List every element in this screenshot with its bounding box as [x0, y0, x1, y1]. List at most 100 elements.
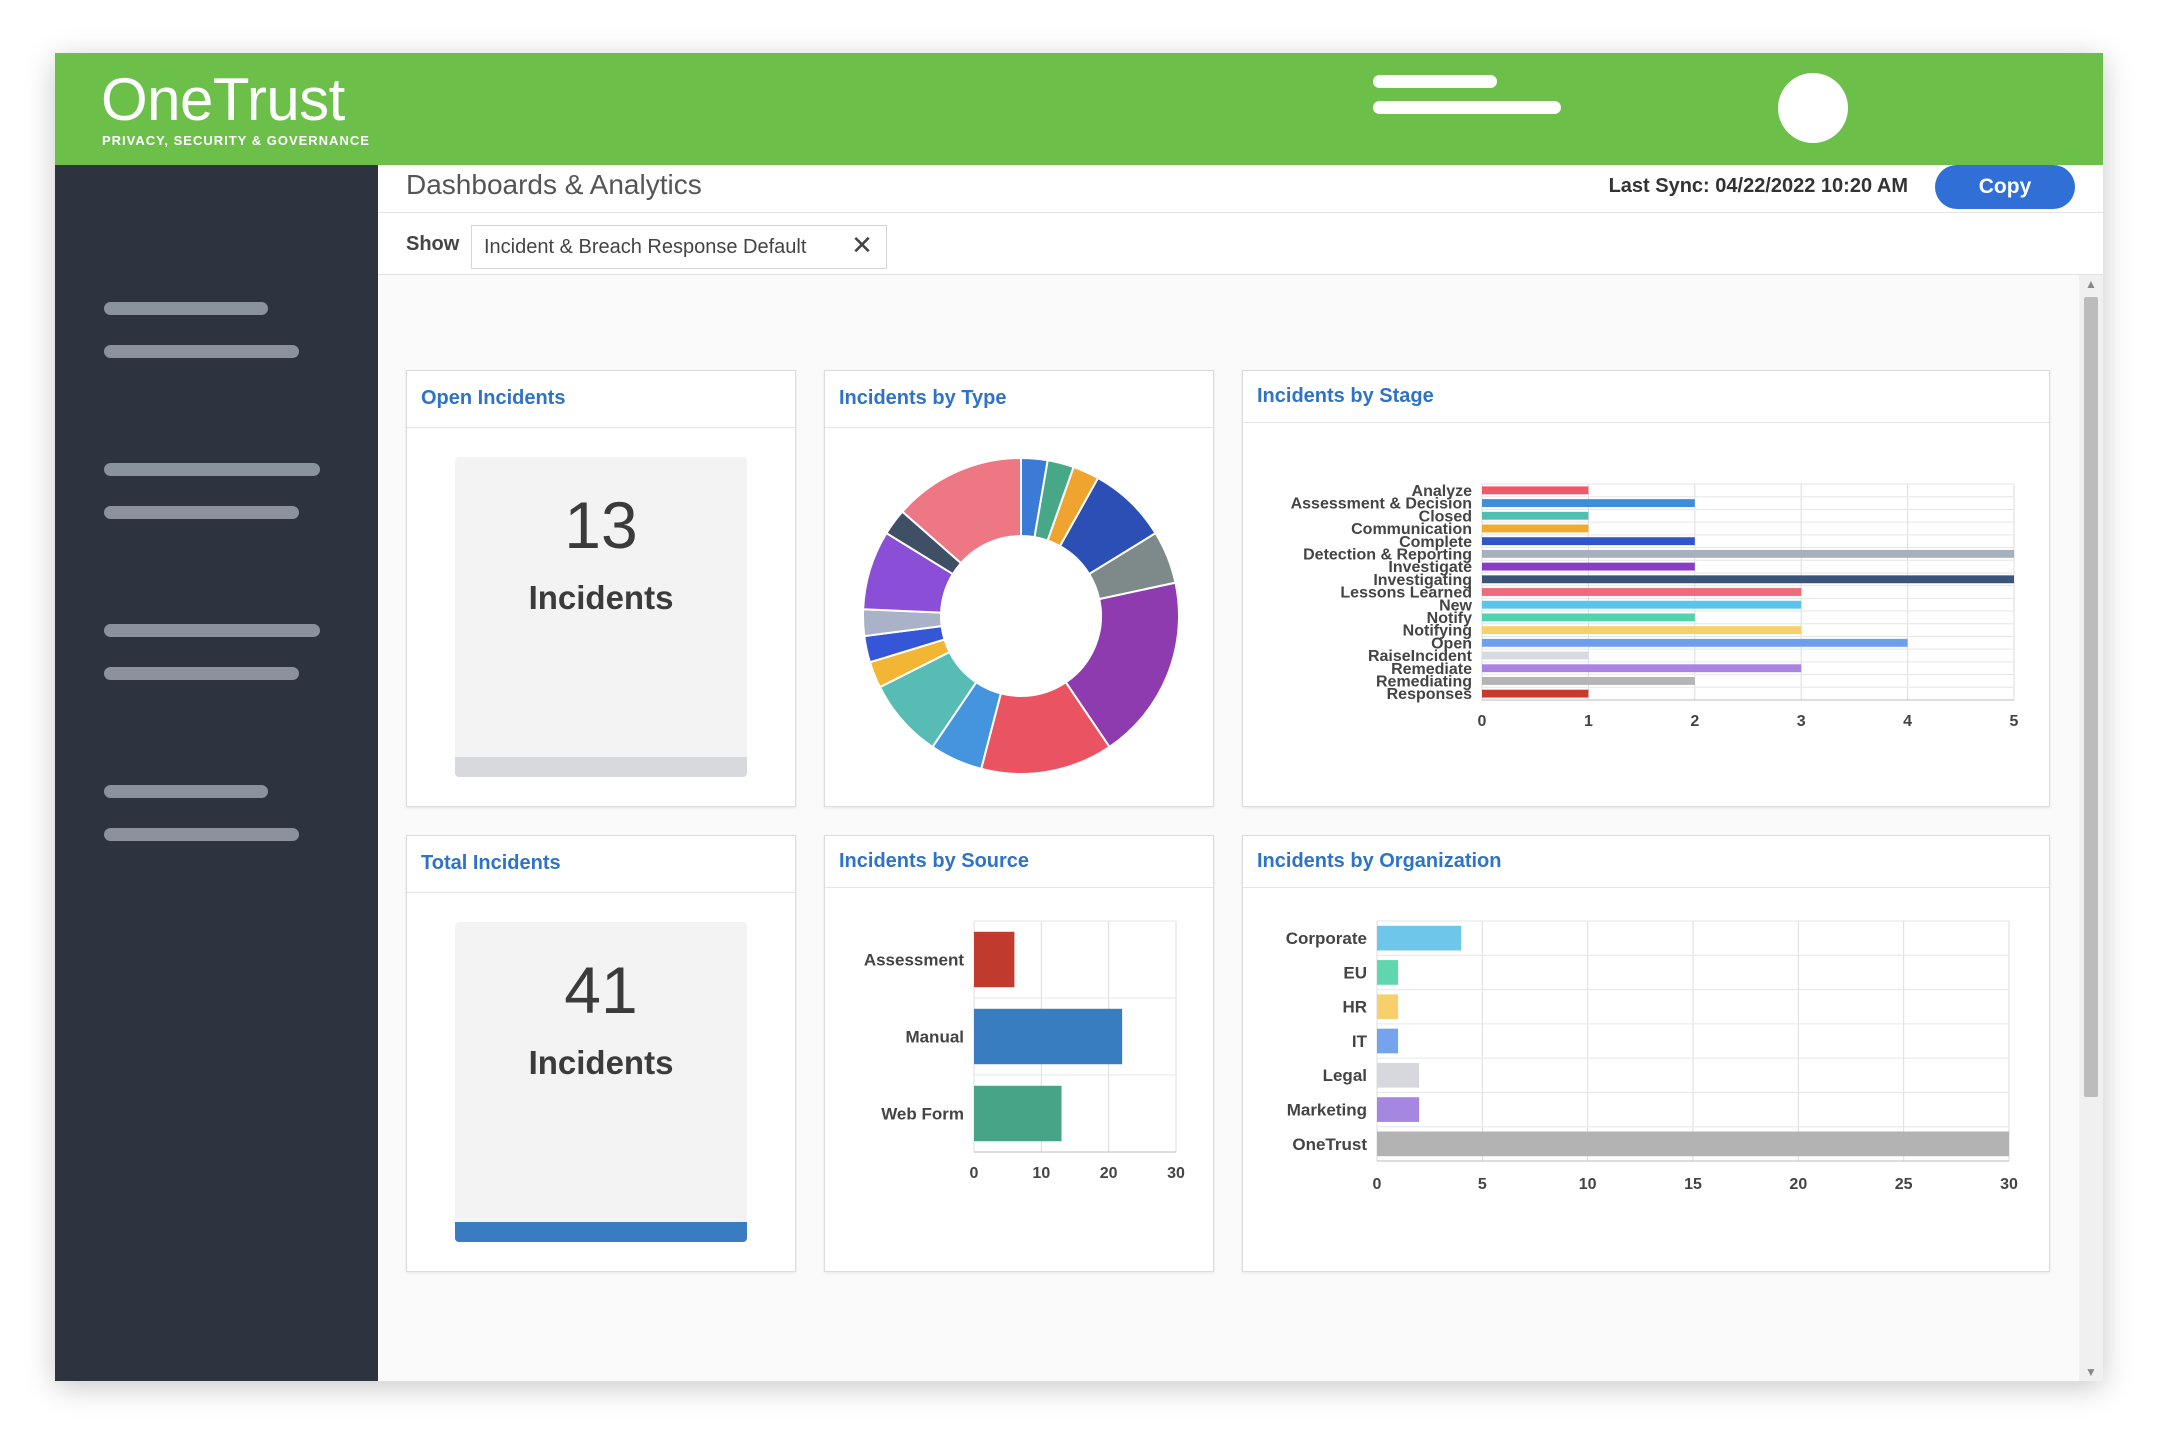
logo-title: OneTrust	[101, 66, 345, 133]
scrollbar-thumb[interactable]	[2084, 297, 2098, 1097]
bar[interactable]	[974, 931, 1015, 988]
bar[interactable]	[1377, 1028, 1399, 1054]
bar[interactable]	[1377, 925, 1462, 951]
source-bar-chart: 0 10 20 30 Assessment Manual Web Form	[864, 920, 1185, 1182]
x-tick-label: 30	[1167, 1165, 1185, 1182]
sidebar-item[interactable]	[104, 345, 299, 358]
bar[interactable]	[1377, 1131, 2009, 1157]
bar[interactable]	[1482, 486, 1589, 495]
x-tick-label: 15	[1684, 1176, 1702, 1193]
x-tick-label: 4	[1903, 713, 1912, 730]
incidents-by-stage-card: Incidents by Stage 0 1 2 3 4 5 Analyze Assessme…	[1242, 370, 2050, 807]
scrollbar[interactable]: ▲ ▼	[2079, 275, 2103, 1381]
avatar[interactable]	[1778, 73, 1848, 143]
kpi-bar	[455, 1222, 747, 1242]
bar[interactable]	[1482, 537, 1695, 546]
donut-slice[interactable]	[1064, 581, 1180, 749]
kpi-bar	[455, 757, 747, 777]
category-label: HR	[1342, 998, 1367, 1017]
header-menu-line[interactable]	[1373, 75, 1497, 88]
bar[interactable]	[974, 1008, 1123, 1065]
show-label: Show	[406, 233, 460, 255]
category-label: Communication	[1351, 521, 1472, 538]
bar[interactable]	[1482, 651, 1589, 660]
bar[interactable]	[1377, 1062, 1420, 1088]
close-icon[interactable]: ✕	[851, 230, 873, 260]
main-content: Dashboards & Analytics Last Sync: 04/22/…	[378, 165, 2103, 1381]
kpi-label: Incidents	[528, 1044, 674, 1081]
category-label: Complete	[1399, 534, 1472, 551]
bar[interactable]	[1482, 677, 1695, 685]
bar[interactable]	[1482, 638, 1908, 647]
category-label: Corporate	[1286, 929, 1367, 948]
kpi-value: 13	[564, 488, 638, 562]
bar[interactable]	[1377, 994, 1399, 1020]
category-label: Assessment	[864, 950, 965, 969]
card-title: Total Incidents	[421, 852, 561, 874]
bar[interactable]	[1482, 562, 1695, 571]
category-label: Analyze	[1412, 483, 1473, 500]
bar[interactable]	[1482, 575, 2014, 584]
bar[interactable]	[1482, 524, 1589, 533]
copy-button[interactable]: Copy	[1935, 165, 2075, 209]
category-label: Remediate	[1391, 661, 1472, 678]
sidebar-item[interactable]	[104, 667, 299, 680]
x-tick-label: 10	[1579, 1176, 1597, 1193]
scroll-up-icon[interactable]: ▲	[2085, 277, 2097, 291]
dashboard-select-value: Incident & Breach Response Default	[484, 236, 807, 258]
last-sync-text: Last Sync: 04/22/2022 10:20 AM	[1608, 175, 1908, 197]
scroll-down-icon[interactable]: ▼	[2085, 1365, 2097, 1379]
logo-subtitle: PRIVACY, SECURITY & GOVERNANCE	[102, 133, 370, 148]
bar[interactable]	[1482, 626, 1802, 635]
sidebar-item[interactable]	[104, 463, 320, 476]
x-tick-label: 3	[1797, 713, 1806, 730]
bar[interactable]	[1482, 613, 1695, 622]
category-label: Investigate	[1388, 559, 1472, 576]
x-tick-label: 2	[1690, 713, 1699, 730]
sidebar-item[interactable]	[104, 506, 299, 519]
category-label: Web Form	[881, 1104, 964, 1123]
bar[interactable]	[1377, 1097, 1420, 1122]
sidebar-item[interactable]	[104, 828, 299, 841]
bar[interactable]	[1482, 549, 2014, 558]
bar[interactable]	[1482, 689, 1589, 698]
topbar: Dashboards & Analytics Last Sync: 04/22/…	[378, 165, 2103, 213]
bar[interactable]	[1482, 600, 1802, 609]
kpi-label: Incidents	[528, 579, 674, 616]
donut-slice[interactable]	[900, 456, 1022, 565]
dashboard-select[interactable]: Incident & Breach Response Default ✕	[471, 225, 887, 269]
bar[interactable]	[1482, 664, 1802, 673]
x-tick-label: 0	[1373, 1176, 1382, 1193]
bar[interactable]	[1482, 588, 1802, 596]
sidebar-item[interactable]	[104, 302, 268, 315]
card-divider	[825, 887, 1213, 888]
x-tick-label: 20	[1100, 1165, 1118, 1182]
category-label: New	[1439, 597, 1472, 614]
bar[interactable]	[1482, 499, 1695, 507]
card-divider	[407, 427, 795, 428]
header-menu-line[interactable]	[1373, 101, 1561, 114]
category-label: Detection & Reporting	[1303, 546, 1472, 563]
organization-bar-chart: 0 5 10 15 20 25 30 Corporate EU HR IT Legal Marketin…	[1286, 920, 2018, 1193]
bar[interactable]	[1482, 511, 1589, 520]
incidents-by-organization-card: Incidents by Organization 0 5 10 15 20 25 30 Co…	[1242, 835, 2050, 1272]
card-title: Incidents by Type	[839, 387, 1007, 409]
x-tick-label: 10	[1032, 1165, 1050, 1182]
bar[interactable]	[974, 1085, 1062, 1142]
sidebar-item[interactable]	[104, 624, 320, 637]
card-divider	[1243, 887, 2049, 888]
category-label: Manual	[905, 1027, 964, 1046]
category-label: Marketing	[1287, 1101, 1367, 1120]
category-label: Notify	[1427, 610, 1472, 627]
open-incidents-card: Open Incidents 13 Incidents	[406, 370, 796, 807]
category-label: Closed	[1419, 508, 1472, 525]
sidebar-item[interactable]	[104, 785, 268, 798]
app-window: OneTrust PRIVACY, SECURITY & GOVERNANCE …	[55, 53, 2103, 1381]
category-label: IT	[1352, 1032, 1368, 1051]
bar[interactable]	[1377, 960, 1399, 985]
type-donut-chart	[862, 456, 1180, 775]
card-title: Incidents by Source	[839, 850, 1030, 872]
x-tick-label: 1	[1584, 713, 1593, 730]
category-label: RaiseIncident	[1368, 648, 1473, 665]
